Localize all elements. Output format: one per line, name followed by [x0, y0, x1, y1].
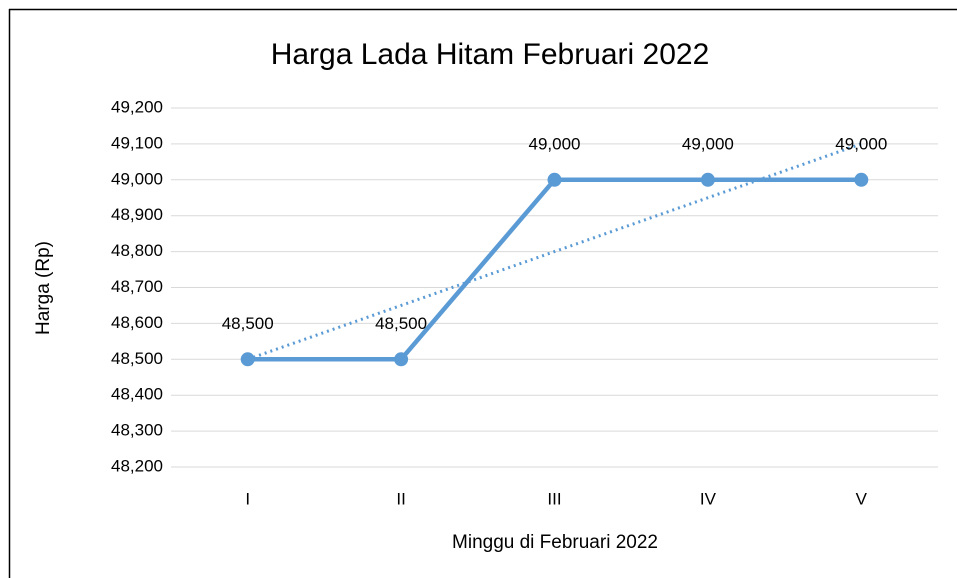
marker [700, 172, 715, 187]
y-tick-label: 48,900 [111, 205, 163, 224]
marker [547, 172, 562, 187]
y-tick-label: 48,200 [111, 456, 163, 475]
data-label: 48,500 [222, 314, 274, 333]
data-label: 49,000 [835, 134, 887, 153]
chart-title: Harga Lada Hitam Februari 2022 [271, 38, 710, 71]
data-label: 48,500 [375, 314, 427, 333]
marker [240, 352, 255, 367]
y-tick-label: 48,600 [111, 313, 163, 332]
y-axis-label: Harga (Rp) [33, 241, 54, 335]
marker [394, 352, 409, 367]
x-tick-label: II [396, 489, 405, 508]
marker [854, 172, 869, 187]
y-tick-label: 49,200 [111, 97, 163, 116]
x-tick-label: V [856, 489, 868, 508]
x-axis-label: Minggu di Februari 2022 [452, 532, 658, 553]
y-tick-label: 49,000 [111, 169, 163, 188]
x-tick-label: III [547, 489, 561, 508]
x-tick-label: IV [700, 489, 717, 508]
y-tick-label: 48,700 [111, 277, 163, 296]
y-tick-label: 48,800 [111, 241, 163, 260]
data-label: 49,000 [682, 134, 734, 153]
y-tick-label: 49,100 [111, 133, 163, 152]
line [247, 177, 862, 362]
data-label: 49,000 [529, 134, 581, 153]
x-tick-label: I [245, 489, 250, 508]
y-tick-label: 48,300 [111, 421, 163, 440]
y-tick-label: 48,500 [111, 349, 163, 368]
y-tick-label: 48,400 [111, 385, 163, 404]
